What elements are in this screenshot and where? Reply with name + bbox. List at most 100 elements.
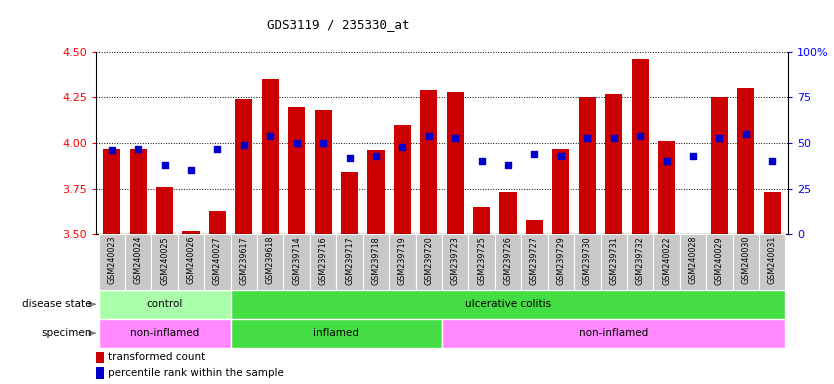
Text: GSM240023: GSM240023 bbox=[108, 236, 116, 285]
Text: GSM240030: GSM240030 bbox=[741, 236, 751, 284]
Bar bbox=[183, 230, 199, 234]
Text: GSM239718: GSM239718 bbox=[371, 236, 380, 285]
Text: GSM239618: GSM239618 bbox=[266, 236, 274, 285]
Bar bbox=[658, 141, 676, 234]
Text: control: control bbox=[147, 299, 183, 310]
Bar bbox=[156, 187, 173, 234]
Bar bbox=[98, 290, 231, 319]
Bar bbox=[262, 79, 279, 234]
FancyBboxPatch shape bbox=[389, 234, 415, 290]
Bar bbox=[605, 94, 622, 234]
FancyBboxPatch shape bbox=[231, 234, 257, 290]
Bar bbox=[447, 92, 464, 234]
Bar bbox=[231, 319, 442, 348]
Point bbox=[475, 158, 489, 164]
Text: GSM239717: GSM239717 bbox=[345, 236, 354, 285]
Text: GSM239720: GSM239720 bbox=[425, 236, 434, 285]
FancyBboxPatch shape bbox=[363, 234, 389, 290]
Point bbox=[158, 162, 171, 168]
Bar bbox=[231, 290, 786, 319]
Bar bbox=[96, 352, 104, 363]
Text: disease state: disease state bbox=[23, 299, 92, 310]
Point bbox=[449, 134, 462, 141]
Bar bbox=[235, 99, 253, 234]
Bar bbox=[631, 59, 649, 234]
Point bbox=[555, 153, 568, 159]
FancyBboxPatch shape bbox=[521, 234, 548, 290]
Text: GSM239719: GSM239719 bbox=[398, 236, 407, 285]
Point bbox=[395, 144, 409, 150]
FancyBboxPatch shape bbox=[574, 234, 600, 290]
Text: GSM240025: GSM240025 bbox=[160, 236, 169, 285]
Point bbox=[501, 162, 515, 168]
Text: GSM240026: GSM240026 bbox=[187, 236, 195, 285]
Text: GSM240027: GSM240027 bbox=[213, 236, 222, 285]
Bar bbox=[96, 367, 104, 379]
Point bbox=[766, 158, 779, 164]
Text: GSM240028: GSM240028 bbox=[689, 236, 697, 285]
Text: GSM239723: GSM239723 bbox=[450, 236, 460, 285]
Point bbox=[739, 131, 752, 137]
Bar bbox=[288, 107, 305, 234]
FancyBboxPatch shape bbox=[336, 234, 363, 290]
FancyBboxPatch shape bbox=[732, 234, 759, 290]
Bar bbox=[500, 192, 516, 234]
FancyBboxPatch shape bbox=[469, 234, 495, 290]
Point bbox=[686, 153, 700, 159]
Point bbox=[528, 151, 541, 157]
Bar bbox=[98, 319, 231, 348]
Text: GSM239732: GSM239732 bbox=[636, 236, 645, 285]
Bar bbox=[473, 207, 490, 234]
Bar bbox=[711, 98, 728, 234]
Text: GSM239730: GSM239730 bbox=[583, 236, 592, 285]
Text: GSM239714: GSM239714 bbox=[292, 236, 301, 285]
Text: non-inflamed: non-inflamed bbox=[130, 328, 199, 338]
FancyBboxPatch shape bbox=[178, 234, 204, 290]
Bar bbox=[341, 172, 358, 234]
Bar bbox=[685, 234, 701, 265]
Text: GSM240031: GSM240031 bbox=[768, 236, 776, 284]
Bar bbox=[394, 125, 411, 234]
Point bbox=[105, 147, 118, 154]
FancyBboxPatch shape bbox=[204, 234, 231, 290]
Text: ulcerative colitis: ulcerative colitis bbox=[465, 299, 551, 310]
Point bbox=[660, 158, 673, 164]
Bar bbox=[368, 151, 384, 234]
FancyBboxPatch shape bbox=[706, 234, 732, 290]
Text: GSM239729: GSM239729 bbox=[556, 236, 565, 285]
Text: GSM240022: GSM240022 bbox=[662, 236, 671, 285]
Text: specimen: specimen bbox=[42, 328, 92, 338]
Bar bbox=[737, 88, 755, 234]
Point bbox=[607, 134, 620, 141]
FancyBboxPatch shape bbox=[284, 234, 310, 290]
FancyBboxPatch shape bbox=[653, 234, 680, 290]
FancyBboxPatch shape bbox=[125, 234, 152, 290]
Point bbox=[237, 142, 250, 148]
Bar bbox=[129, 149, 147, 234]
Bar bbox=[420, 90, 437, 234]
Text: GSM239726: GSM239726 bbox=[504, 236, 513, 285]
Bar bbox=[103, 149, 120, 234]
Point bbox=[343, 154, 356, 161]
Point bbox=[369, 153, 383, 159]
Text: GDS3119 / 235330_at: GDS3119 / 235330_at bbox=[267, 18, 409, 31]
Point bbox=[132, 146, 145, 152]
Point bbox=[184, 167, 198, 174]
FancyBboxPatch shape bbox=[627, 234, 653, 290]
Text: GSM240029: GSM240029 bbox=[715, 236, 724, 285]
Point bbox=[580, 134, 594, 141]
Text: GSM239727: GSM239727 bbox=[530, 236, 539, 285]
Bar bbox=[552, 149, 570, 234]
Text: inflamed: inflamed bbox=[314, 328, 359, 338]
FancyBboxPatch shape bbox=[495, 234, 521, 290]
FancyBboxPatch shape bbox=[680, 234, 706, 290]
Bar bbox=[314, 110, 332, 234]
Point bbox=[422, 132, 435, 139]
Text: percentile rank within the sample: percentile rank within the sample bbox=[108, 368, 284, 378]
FancyBboxPatch shape bbox=[442, 234, 469, 290]
FancyBboxPatch shape bbox=[415, 234, 442, 290]
Text: GSM240024: GSM240024 bbox=[133, 236, 143, 285]
Point bbox=[713, 134, 726, 141]
FancyBboxPatch shape bbox=[152, 234, 178, 290]
Point bbox=[264, 132, 277, 139]
